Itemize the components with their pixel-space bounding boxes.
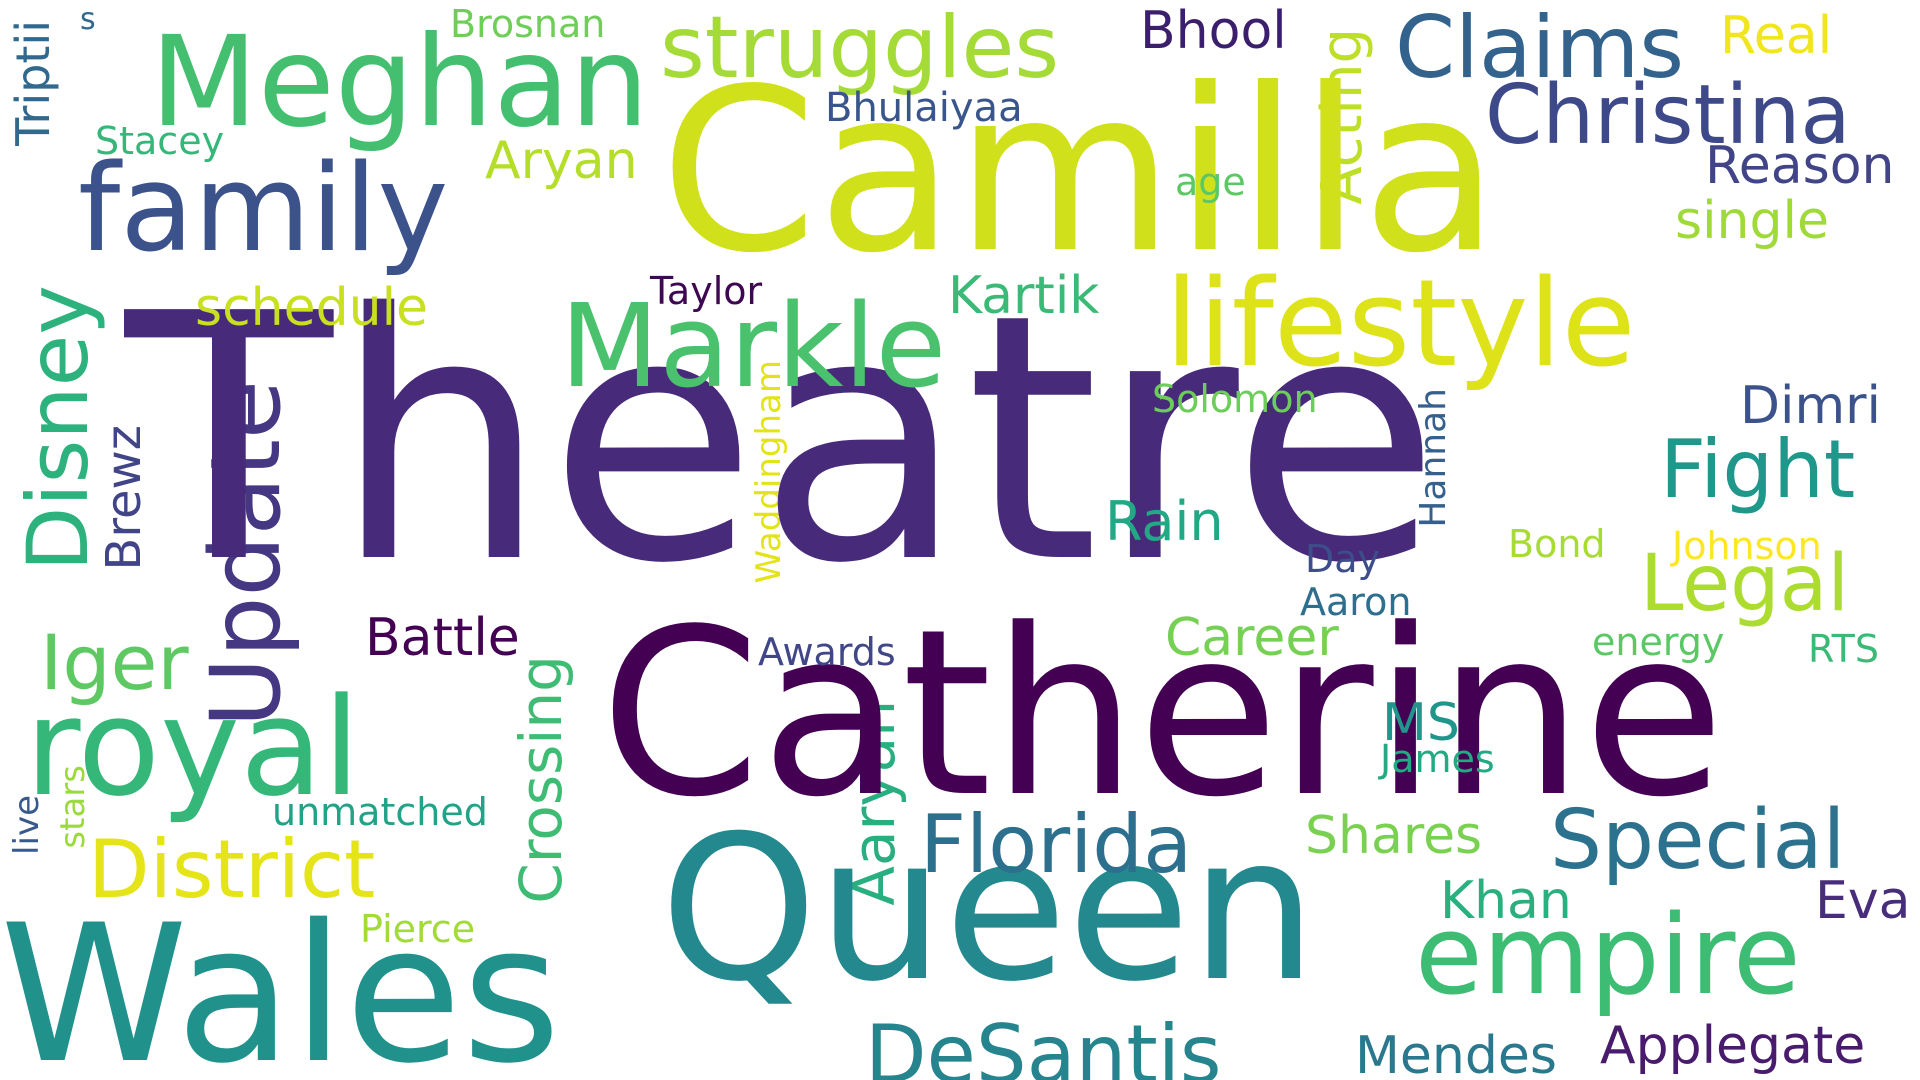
word-meghan: Meghan [150,10,650,155]
word-dimri: Dimri [1740,376,1881,436]
word-aryan: Aryan [485,131,638,191]
word-fight: Fight [1660,423,1856,516]
word-taylor: Taylor [650,269,763,313]
word-royal: royal [25,669,361,826]
word-bond: Bond [1508,522,1606,566]
word-bhool: Bhool [1140,1,1287,61]
word-johnson: Johnson [1672,524,1822,568]
word-theatre: Theatre [125,242,1441,638]
word-age: age [1175,160,1246,204]
word-iger: Iger [40,618,189,707]
word-kartik: Kartik [948,266,1100,326]
word-catherine: Catherine [600,581,1725,848]
word-pierce: Pierce [360,907,476,951]
word-triptii: Triptii [6,20,60,146]
word-queen: Queen [660,793,1318,1026]
word-aaron: Aaron [1300,580,1412,624]
word-awards: Awards [758,630,896,674]
word-s: s [80,2,96,37]
word-struggles: struggles [660,0,1060,98]
word-day: Day [1305,537,1381,581]
word-eva: Eva [1815,871,1911,931]
word-camilla: Camilla [660,41,1500,303]
word-stacey: Stacey [95,119,225,163]
word-career: Career [1165,608,1339,668]
word-disney: Disney [9,285,107,572]
word-unmatched: unmatched [272,790,488,834]
word-bhulaiyaa: Bhulaiyaa [825,85,1023,131]
word-single: single [1675,191,1829,251]
word-rts: RTS [1808,627,1879,671]
word-brosnan: Brosnan [450,2,606,46]
word-battle: Battle [365,608,520,668]
word-christina: Christina [1485,68,1851,163]
word-wales: Wales [0,884,561,1080]
word-markle: Markle [560,280,947,414]
word-legal: Legal [1640,539,1850,629]
word-applegate: Applegate [1600,1016,1866,1076]
word-claims: Claims [1395,0,1685,98]
word-family: family [78,140,449,279]
word-crossing: Crossing [507,655,575,904]
word-district: District [88,823,376,916]
word-solomon: Solomon [1152,377,1318,421]
word-reason: Reason [1705,136,1895,196]
word-desantis: DeSantis [865,1008,1222,1080]
word-real: Real [1720,6,1833,66]
word-mendes: Mendes [1355,1026,1557,1080]
word-energy: energy [1592,620,1725,664]
word-empire: empire [1415,891,1801,1019]
word-shares: Shares [1305,806,1483,866]
word-rain: Rain [1105,490,1224,553]
word-schedule: schedule [195,278,429,338]
word-florida: Florida [920,798,1193,891]
word-james: James [1380,737,1495,781]
word-lifestyle: lifestyle [1165,255,1636,394]
word-ms: MS [1382,693,1460,753]
word-special: Special [1550,793,1846,888]
word-khan: Khan [1440,871,1572,931]
